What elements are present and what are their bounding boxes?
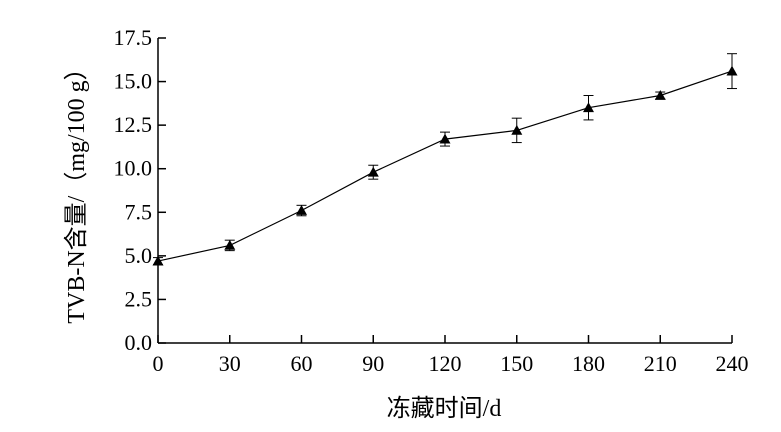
y-tick-label: 0.0 — [125, 330, 153, 355]
y-tick-label: 2.5 — [125, 286, 153, 311]
x-tick-label: 240 — [716, 351, 749, 376]
x-tick-label: 90 — [362, 351, 384, 376]
data-point-triangle — [224, 239, 236, 250]
x-tick-label: 60 — [291, 351, 313, 376]
data-point-triangle — [726, 65, 738, 76]
y-axis-title: TVB-N含量/（mg/100 g） — [63, 56, 90, 323]
y-tick-label: 17.5 — [114, 25, 153, 50]
y-axis-ticks: 0.0 2.5 5.0 7.5 10.0 12.5 15.0 17.5 — [114, 25, 166, 355]
series-line — [157, 70, 733, 262]
data-point-triangle — [511, 124, 523, 135]
data-point-triangle — [367, 166, 379, 177]
x-tick-label: 150 — [500, 351, 533, 376]
y-tick-label: 7.5 — [125, 199, 153, 224]
x-axis-title: 冻藏时间/d — [387, 395, 502, 422]
y-tick-label: 10.0 — [114, 156, 153, 181]
x-tick-label: 180 — [572, 351, 605, 376]
series-group — [152, 53, 738, 266]
data-point-triangle — [583, 102, 594, 113]
axes — [157, 38, 732, 344]
x-tick-label: 30 — [219, 351, 241, 376]
y-tick-label: 15.0 — [114, 69, 153, 94]
x-tick-label: 210 — [644, 351, 677, 376]
data-point-triangle — [654, 90, 666, 100]
x-tick-label: 0 — [153, 351, 164, 376]
data-point-triangle — [296, 205, 307, 215]
data-point-triangle — [152, 255, 164, 266]
x-tick-label: 120 — [429, 351, 462, 376]
y-tick-label: 12.5 — [114, 112, 153, 137]
y-tick-label: 5.0 — [125, 243, 153, 268]
data-point-triangle — [439, 133, 451, 144]
x-axis-ticks: 0 30 60 90 120 150 180 210 240 — [153, 335, 749, 376]
